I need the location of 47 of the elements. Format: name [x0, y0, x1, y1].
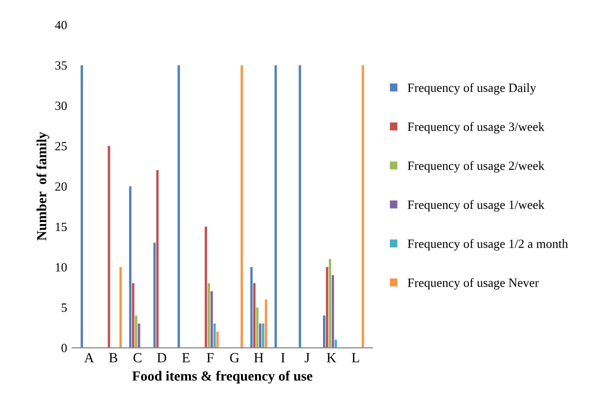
- bar: [274, 65, 277, 348]
- y-tick-label: 35: [55, 61, 67, 70]
- y-tick-label: 5: [62, 304, 67, 312]
- x-tick-label: H: [254, 353, 264, 362]
- x-tick-label: F: [206, 353, 214, 362]
- y-tick-label: 15: [56, 222, 67, 232]
- bar: [213, 324, 216, 348]
- x-axis-title: Food items & frequency of use: [132, 370, 312, 384]
- bar: [332, 275, 334, 348]
- x-tick-label: C: [133, 353, 142, 362]
- bar: [259, 324, 262, 348]
- x-tick-label: J: [304, 353, 310, 362]
- x-tick-label: B: [109, 353, 118, 362]
- bar: [80, 65, 83, 348]
- x-tick-label: G: [230, 353, 240, 362]
- bar: [256, 307, 258, 348]
- x-tick-label: K: [326, 353, 336, 362]
- y-axis-title: Number of family: [36, 132, 50, 240]
- bar: [132, 283, 134, 348]
- bar: [322, 315, 326, 348]
- bar: [178, 65, 180, 348]
- bar: [240, 65, 243, 348]
- bar: [129, 186, 132, 348]
- y-tick-label: 40: [55, 20, 67, 30]
- legend-label: Frequency of usage Daily: [408, 83, 536, 95]
- bar: [119, 267, 122, 348]
- y-tick-label: 10: [56, 263, 67, 272]
- legend-label: Frequency of usage Never: [408, 278, 539, 290]
- y-tick-label: 0: [61, 344, 67, 352]
- legend-label: Frequency of usage 1/week: [408, 200, 544, 212]
- legend-label: Frequency of usage 2/week: [408, 161, 544, 173]
- y-tick-label: 30: [55, 102, 67, 110]
- x-tick-label: I: [281, 353, 285, 362]
- bar: [253, 283, 256, 348]
- legend-label: Frequency of usage 1/2 a month: [408, 239, 568, 251]
- legend-label: Frequency of usage 3/week: [408, 122, 544, 134]
- x-tick-label: L: [352, 353, 360, 362]
- y-tick-label: 25: [55, 142, 67, 150]
- x-tick-label: A: [84, 353, 94, 362]
- bar: [210, 291, 213, 348]
- bar: [204, 226, 208, 348]
- y-tick-label: 20: [55, 182, 67, 191]
- bar: [208, 283, 210, 348]
- bar: [334, 340, 337, 348]
- x-tick-label: D: [157, 353, 166, 362]
- x-tick-label: E: [182, 353, 190, 362]
- bar: [134, 315, 138, 348]
